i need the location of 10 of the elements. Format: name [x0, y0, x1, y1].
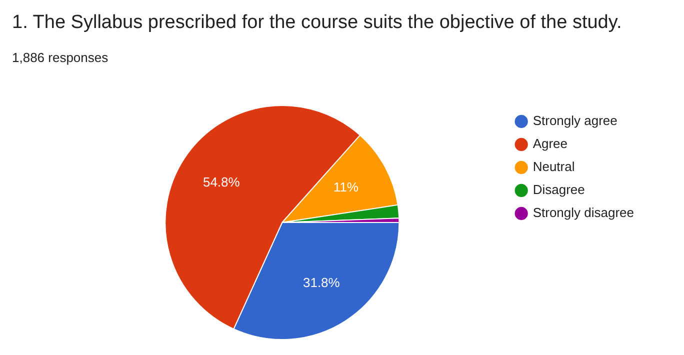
data-label: 11%: [333, 180, 359, 195]
legend-label: Neutral: [532, 159, 575, 174]
data-label: 31.8%: [302, 275, 340, 290]
legend-label: Strongly agree: [532, 113, 618, 128]
data-label: 54.8%: [202, 174, 240, 190]
legend-label: Disagree: [532, 182, 585, 198]
chart-title: 1. The Syllabus prescribed for the course suits the objective of the study.: [12, 12, 622, 34]
legend-label: Agree: [532, 136, 568, 152]
text: 1,886 responses: [12, 50, 108, 65]
legend-label: Strongly disagree: [532, 205, 634, 220]
